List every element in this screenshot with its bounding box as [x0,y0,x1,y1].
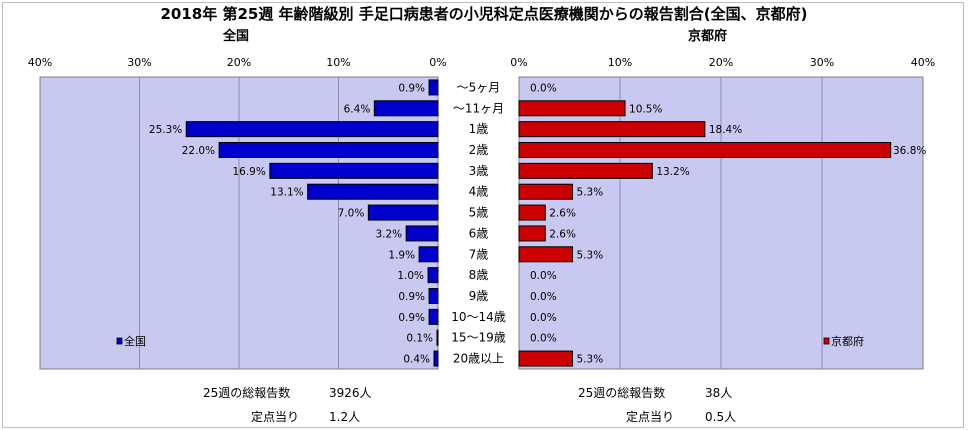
left-data-label: 6.4% [344,103,371,115]
left-bar [307,183,439,200]
left-bar [418,246,439,263]
left-legend-label: 全国 [124,334,146,348]
category-label: 3歳 [469,164,489,178]
category-label: 9歳 [469,289,489,303]
right-data-label: 0.0% [530,270,557,282]
right-bar [518,100,626,117]
left-data-label: 22.0% [182,145,215,157]
left-data-label: 16.9% [232,166,265,178]
left-data-label: 1.0% [397,270,424,282]
left-data-label: 0.1% [406,333,433,345]
left-bar [405,225,439,242]
right-x-tick-label: 40% [911,56,935,69]
left-total-label: 25週の総報告数 [203,386,291,400]
category-label: 15～19歳 [451,331,506,345]
left-bar [367,204,439,221]
left-bar [433,350,439,367]
category-label: 10～14歳 [451,310,506,324]
right-data-label: 0.0% [530,291,557,303]
right-bar [518,204,546,221]
category-label: 5歳 [469,206,489,220]
left-bar [427,267,439,284]
category-label: 7歳 [469,247,489,261]
left-x-tick-label: 40% [28,56,52,69]
category-label: 1歳 [469,122,489,136]
category-label: ～5ヶ月 [457,80,501,94]
right-bar [518,350,574,367]
right-legend-swatch [823,337,830,345]
right-bar [518,246,574,263]
left-bar [436,329,439,346]
left-data-label: 7.0% [338,208,365,220]
right-total-value: 38人 [705,386,733,400]
right-data-label: 18.4% [709,124,742,136]
right-x-tick-label: 30% [810,56,834,69]
right-x-tick-label: 0% [510,56,527,69]
right-data-label: 5.3% [577,187,604,199]
left-per-value: 1.2人 [329,410,361,424]
right-data-label: 5.3% [577,354,604,366]
left-data-label: 0.9% [398,82,425,94]
left-data-label: 0.4% [403,354,430,366]
right-legend-label: 京都府 [831,334,864,348]
left-bar [218,142,439,158]
left-bar [428,79,439,96]
left-bar [428,308,439,325]
right-data-label: 2.6% [549,228,576,240]
right-data-label: 36.8% [893,145,926,157]
right-bar [518,142,892,158]
right-per-value: 0.5人 [705,410,737,424]
left-x-tick-label: 20% [227,56,251,69]
left-data-label: 3.2% [375,228,402,240]
left-data-label: 1.9% [388,249,415,261]
left-legend-swatch [116,337,123,345]
right-data-label: 2.6% [549,208,576,220]
right-x-tick-label: 10% [608,56,632,69]
left-x-tick-label: 10% [326,56,350,69]
right-data-label: 0.0% [530,82,557,94]
right-bar [518,225,546,242]
right-bar [518,121,706,138]
chart-title: 2018年 第25週 年齢階級別 手足口病患者の小児科定点医療機関からの報告割合… [160,5,808,23]
category-label: ～11ヶ月 [453,101,504,115]
left-data-label: 0.9% [398,312,425,324]
left-data-label: 0.9% [398,291,425,303]
right-data-label: 5.3% [577,249,604,261]
category-label: 6歳 [469,226,489,240]
category-label: 2歳 [469,143,489,157]
category-label: 20歳以上 [453,352,504,366]
left-bar [373,100,439,117]
category-label: 8歳 [469,268,489,282]
right-data-label: 0.0% [530,312,557,324]
left-total-value: 3926人 [329,386,372,400]
left-data-label: 25.3% [149,124,182,136]
right-per-label: 定点当り [626,410,675,424]
right-data-label: 13.2% [656,166,689,178]
category-label: 4歳 [469,185,489,199]
right-bar [518,162,653,179]
left-bar [428,288,439,304]
left-bar [269,162,439,179]
right-bar [518,183,574,200]
right-panel-title: 京都府 [688,29,728,44]
left-data-label: 13.1% [270,187,303,199]
right-total-label: 25週の総報告数 [578,386,666,400]
right-data-label: 0.0% [530,333,557,345]
left-x-tick-label: 0% [429,56,446,69]
right-x-tick-label: 20% [709,56,733,69]
left-x-tick-label: 30% [127,56,151,69]
right-data-label: 10.5% [629,103,662,115]
left-per-label: 定点当り [251,410,300,424]
left-bar [185,121,439,138]
left-panel-title: 全国 [223,29,250,44]
